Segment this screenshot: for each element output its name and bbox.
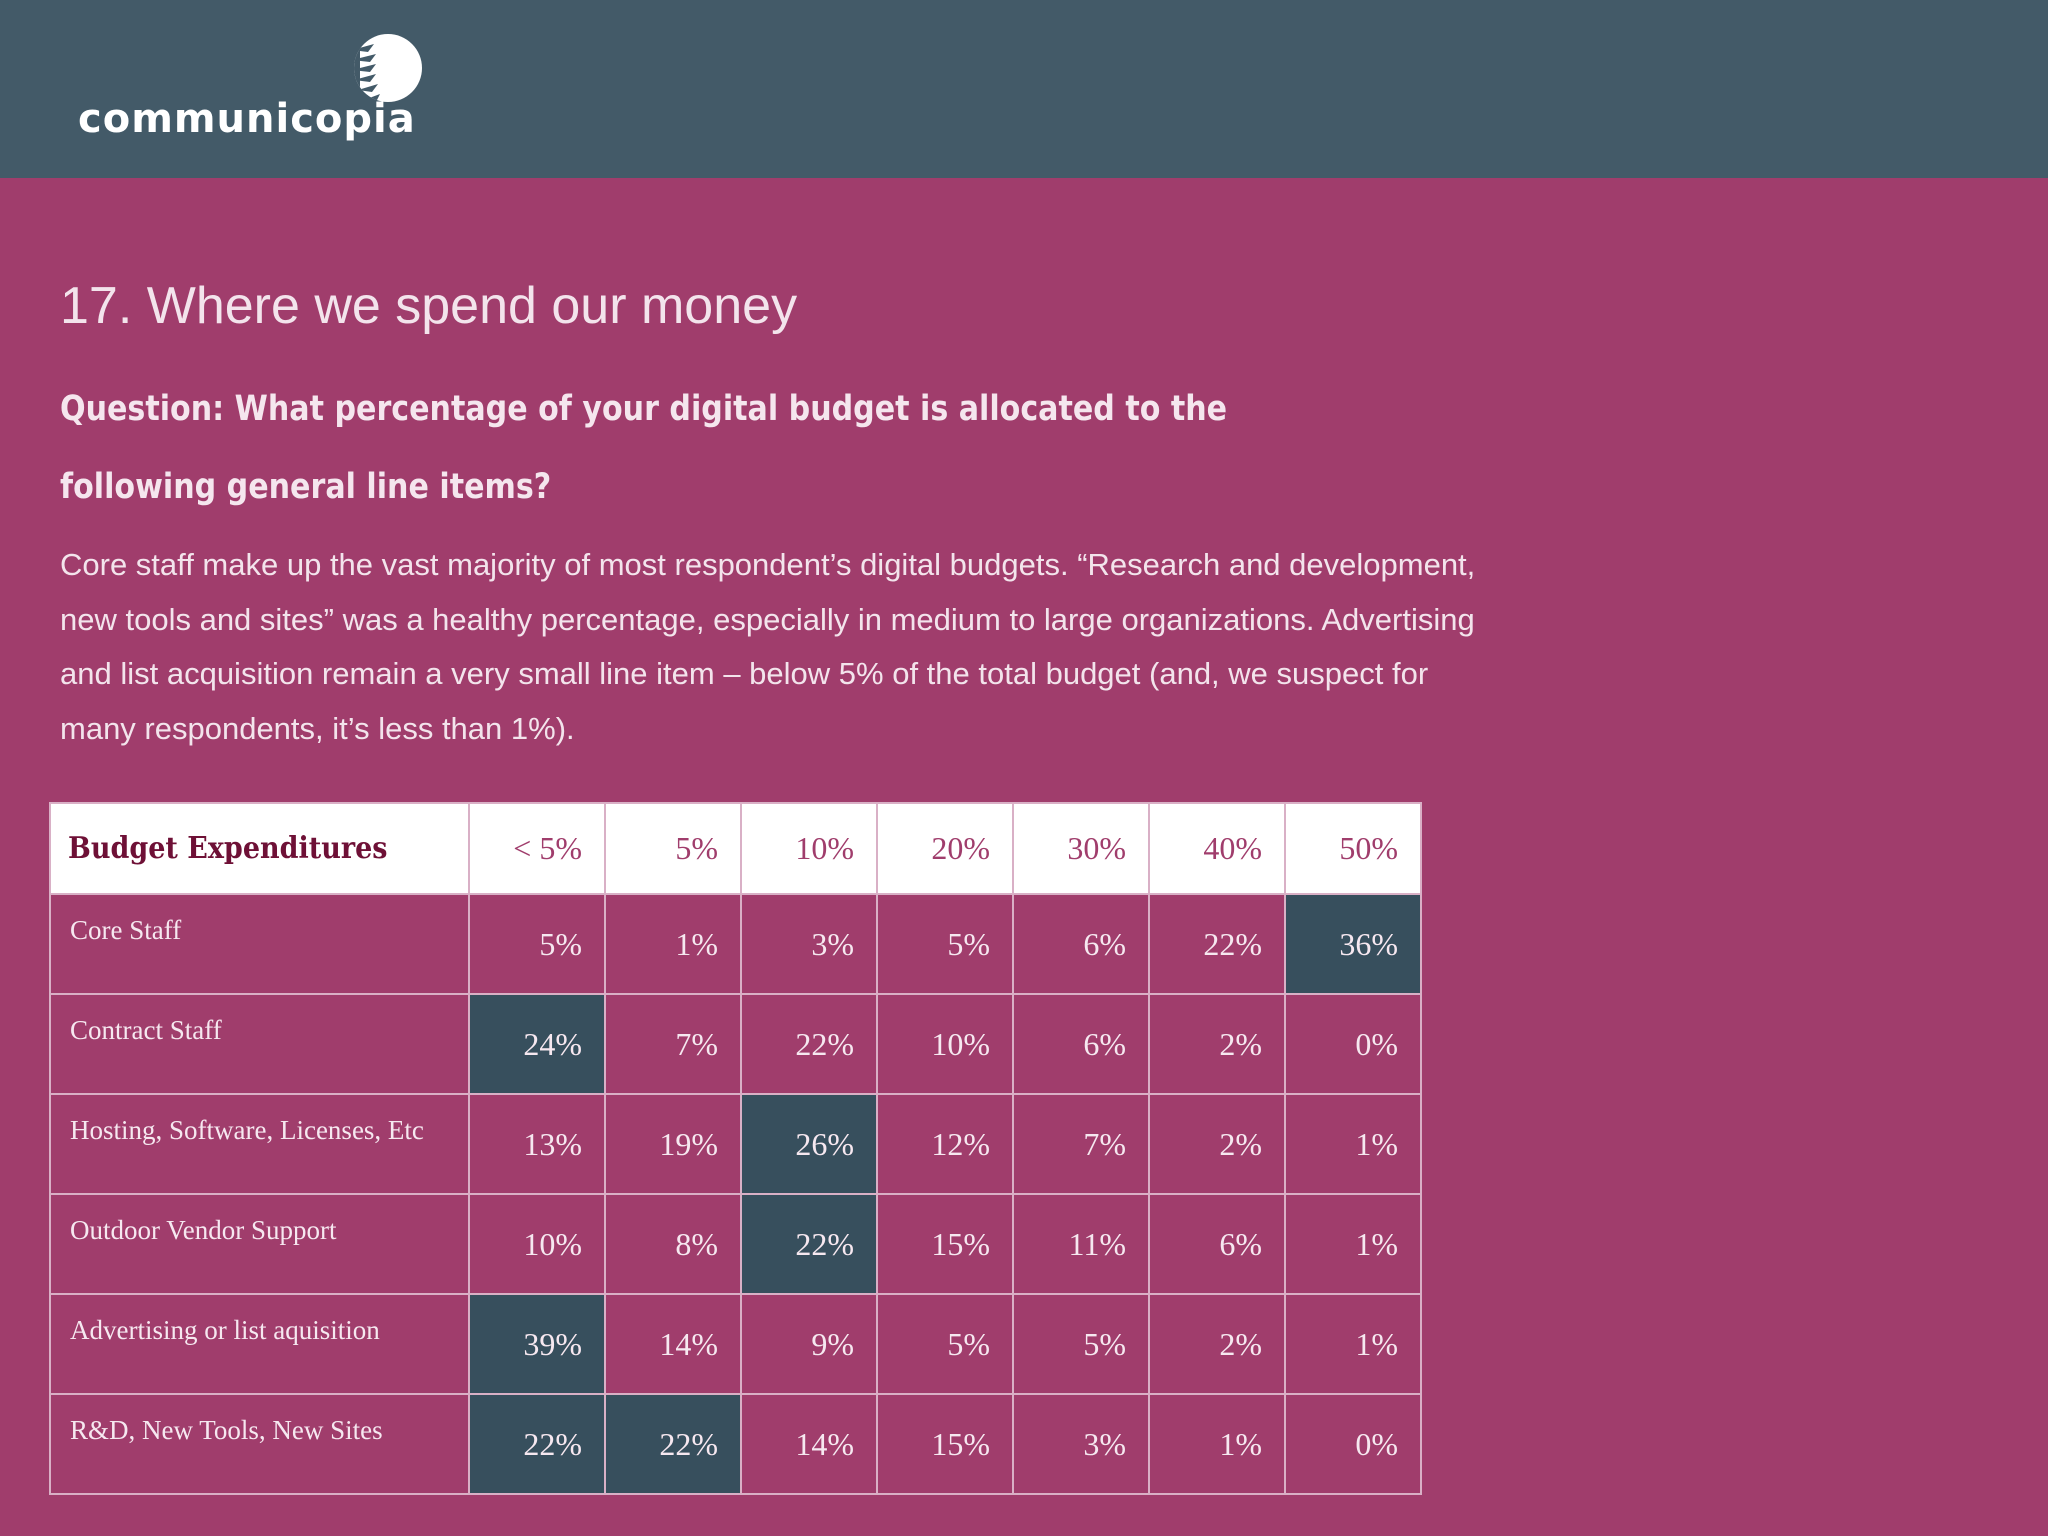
table-cell: 2% (1148, 993, 1286, 1095)
table-row: Contract Staff 24% 7% 22% 10% 6% 2% 0% (49, 993, 1422, 1095)
table-row: R&D, New Tools, New Sites 22% 22% 14% 15… (49, 1393, 1422, 1495)
table-row: Hosting, Software, Licenses, Etc 13% 19%… (49, 1093, 1422, 1195)
table-cell: 1% (1148, 1393, 1286, 1495)
table-cell: 22% (740, 993, 878, 1095)
table-cell: 3% (1012, 1393, 1150, 1495)
table-cell: 11% (1012, 1193, 1150, 1295)
table-cell: 15% (876, 1193, 1014, 1295)
column-header: 5% (604, 802, 742, 895)
row-label: R&D, New Tools, New Sites (49, 1393, 470, 1495)
column-header: < 5% (468, 802, 606, 895)
table-cell: 2% (1148, 1093, 1286, 1195)
table-cell: 5% (1012, 1293, 1150, 1395)
table-cell: 22% (740, 1193, 878, 1295)
header-bar: communicopia (0, 0, 2048, 178)
table-cell: 14% (740, 1393, 878, 1495)
table-cell: 8% (604, 1193, 742, 1295)
column-header-label: Budget Expenditures (49, 802, 470, 895)
row-label: Outdoor Vendor Support (49, 1193, 470, 1295)
table-cell: 10% (468, 1193, 606, 1295)
table-cell: 14% (604, 1293, 742, 1395)
table-cell: 6% (1012, 993, 1150, 1095)
budget-table: Budget Expenditures < 5% 5% 10% 20% 30% … (49, 802, 1422, 1495)
table-cell: 22% (1148, 893, 1286, 995)
row-label: Contract Staff (49, 993, 470, 1095)
slide-title: 17. Where we spend our money (60, 277, 798, 335)
table-cell: 10% (876, 993, 1014, 1095)
table-cell: 1% (1284, 1193, 1422, 1295)
table-row: Core Staff 5% 1% 3% 5% 6% 22% 36% (49, 893, 1422, 995)
table-cell: 36% (1284, 893, 1422, 995)
table-cell: 9% (740, 1293, 878, 1395)
table-cell: 3% (740, 893, 878, 995)
row-label: Hosting, Software, Licenses, Etc (49, 1093, 470, 1195)
table-cell: 19% (604, 1093, 742, 1195)
table-header-row: Budget Expenditures < 5% 5% 10% 20% 30% … (49, 802, 1422, 895)
table-cell: 13% (468, 1093, 606, 1195)
table-cell: 6% (1012, 893, 1150, 995)
table-cell: 0% (1284, 993, 1422, 1095)
table-row: Outdoor Vendor Support 10% 8% 22% 15% 11… (49, 1193, 1422, 1295)
table-row: Advertising or list aquisition 39% 14% 9… (49, 1293, 1422, 1395)
table-cell: 7% (604, 993, 742, 1095)
table-cell: 1% (1284, 1093, 1422, 1195)
logo-wordmark: communicopia (78, 96, 416, 142)
table-cell: 5% (468, 893, 606, 995)
table-cell: 15% (876, 1393, 1014, 1495)
table-cell: 2% (1148, 1293, 1286, 1395)
table-cell: 12% (876, 1093, 1014, 1195)
table-cell: 1% (604, 893, 742, 995)
table-cell: 0% (1284, 1393, 1422, 1495)
body-paragraph: Core staff make up the vast majority of … (60, 547, 1476, 746)
table-cell: 26% (740, 1093, 878, 1195)
table-cell: 22% (468, 1393, 606, 1495)
column-header: 20% (876, 802, 1014, 895)
row-label: Core Staff (49, 893, 470, 995)
table-cell: 39% (468, 1293, 606, 1395)
table-cell: 7% (1012, 1093, 1150, 1195)
table-cell: 24% (468, 993, 606, 1095)
column-header: 30% (1012, 802, 1150, 895)
table-cell: 5% (876, 1293, 1014, 1395)
table-cell: 5% (876, 893, 1014, 995)
question-text: Question: What percentage of your digita… (60, 389, 1228, 507)
table-cell: 6% (1148, 1193, 1286, 1295)
column-header: 40% (1148, 802, 1286, 895)
column-header: 10% (740, 802, 878, 895)
row-label: Advertising or list aquisition (49, 1293, 470, 1395)
table-cell: 22% (604, 1393, 742, 1495)
column-header: 50% (1284, 802, 1422, 895)
striped-circle-icon (354, 34, 422, 102)
table-cell: 1% (1284, 1293, 1422, 1395)
